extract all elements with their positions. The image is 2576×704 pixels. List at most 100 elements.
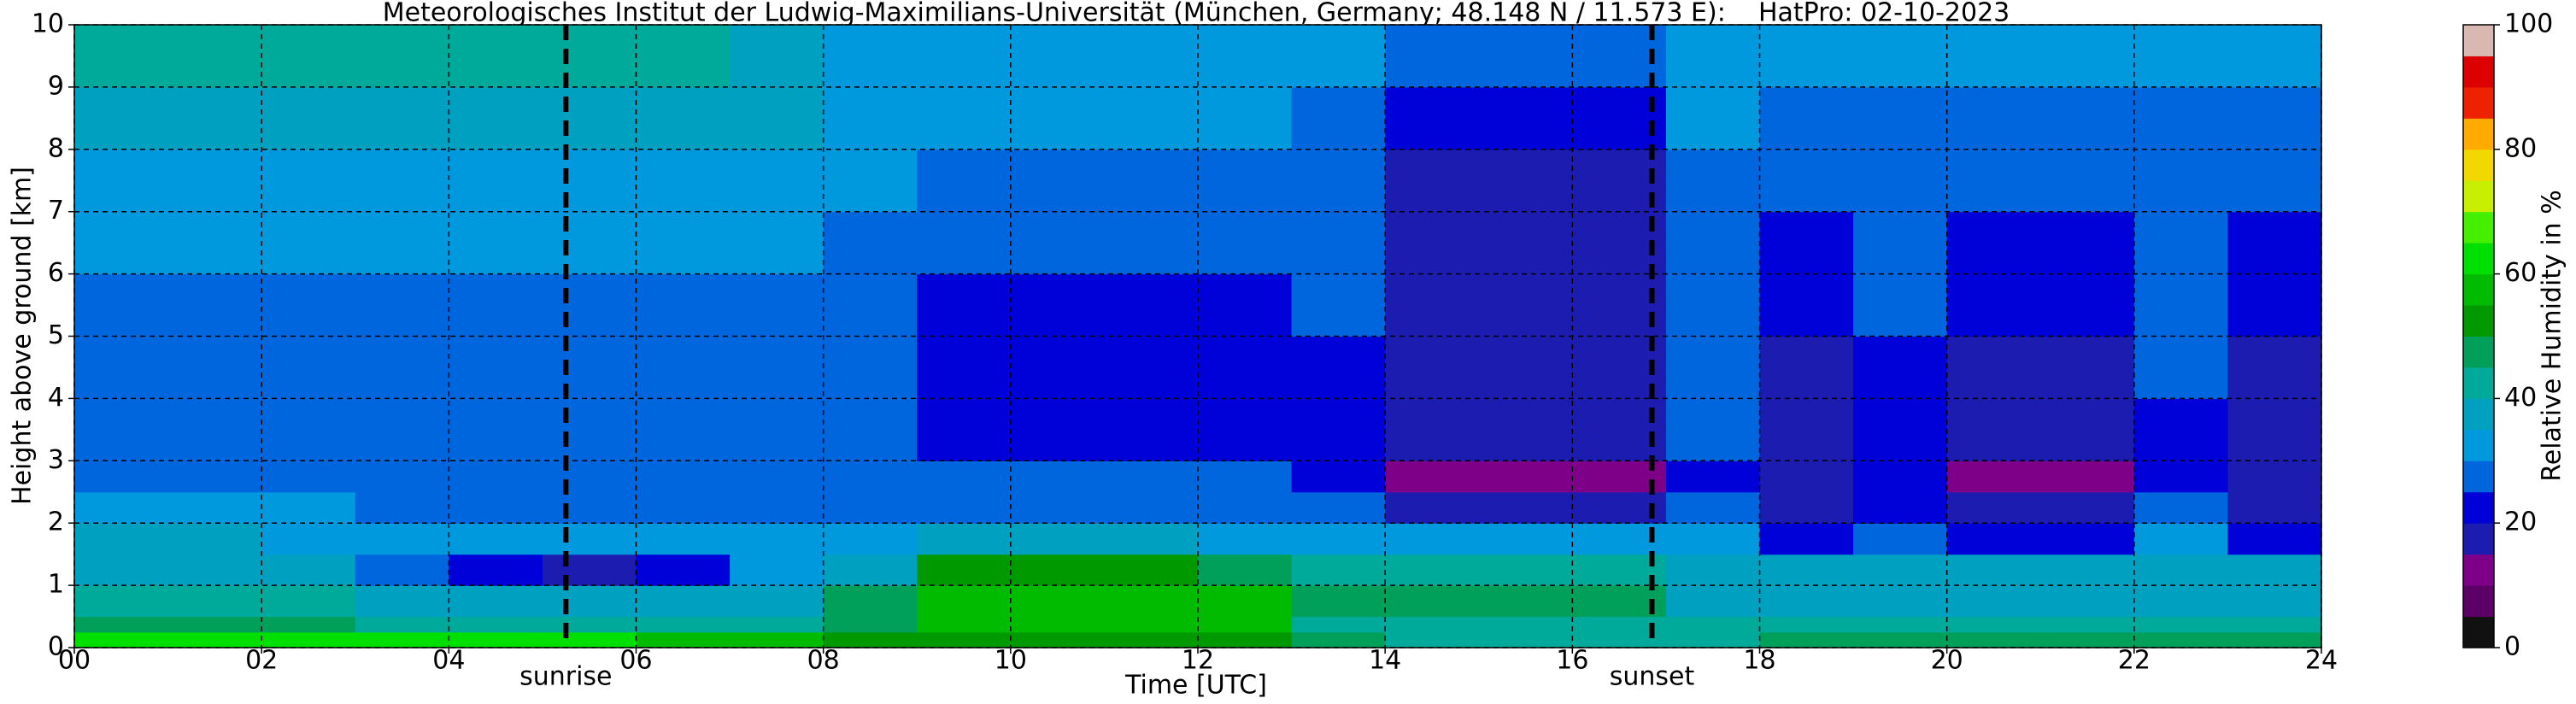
heatmap-cell bbox=[917, 398, 1012, 461]
heatmap-cell bbox=[823, 491, 918, 524]
colorbar-segment bbox=[2463, 86, 2494, 119]
heatmap-cell bbox=[355, 491, 449, 524]
heatmap-cell bbox=[1198, 631, 1293, 648]
heatmap-cell bbox=[1759, 336, 1854, 399]
heatmap-cell bbox=[917, 336, 1012, 399]
heatmap-cell bbox=[636, 523, 731, 555]
colorbar-segment bbox=[2463, 305, 2494, 337]
heatmap-cell bbox=[1478, 523, 1573, 555]
heatmap-cell bbox=[917, 491, 1012, 524]
x-tick-label: 22 bbox=[2118, 646, 2151, 676]
heatmap-cell bbox=[1478, 616, 1573, 633]
heatmap-cell bbox=[449, 631, 543, 648]
heatmap-cell bbox=[2040, 491, 2135, 524]
heatmap-cell bbox=[636, 491, 731, 524]
heatmap-cell bbox=[1385, 398, 1480, 461]
y-tick-label: 8 bbox=[48, 133, 64, 163]
heatmap-cell bbox=[2133, 585, 2229, 618]
x-tick-label: 10 bbox=[995, 646, 1027, 676]
heatmap-cell bbox=[1198, 149, 1293, 213]
heatmap-cell bbox=[823, 523, 918, 555]
heatmap-cell bbox=[542, 491, 637, 524]
heatmap-cell bbox=[167, 491, 262, 524]
heatmap-cell bbox=[1759, 491, 1854, 524]
heatmap-cell bbox=[2040, 211, 2135, 275]
heatmap-cell bbox=[2133, 25, 2229, 88]
heatmap-cell bbox=[1946, 398, 2041, 461]
heatmap-cell bbox=[823, 336, 918, 399]
heatmap-cell bbox=[1291, 211, 1386, 275]
heatmap-cell bbox=[2040, 336, 2135, 399]
x-axis-label: Time [UTC] bbox=[1124, 671, 1267, 701]
x-tick-label: 18 bbox=[1743, 646, 1775, 676]
heatmap-cell bbox=[449, 554, 543, 586]
heatmap-cell bbox=[1759, 25, 1854, 88]
heatmap-cell bbox=[823, 25, 918, 88]
heatmap-cell bbox=[1946, 336, 2041, 399]
heatmap-cell bbox=[2227, 616, 2322, 633]
heatmap-cell bbox=[730, 273, 824, 337]
heatmap-cell bbox=[1946, 585, 2041, 618]
heatmap-cell bbox=[823, 554, 918, 586]
heatmap-cell bbox=[2040, 523, 2135, 555]
heatmap-cell bbox=[1385, 149, 1480, 213]
heatmap-cell bbox=[1665, 554, 1761, 586]
heatmap-cell bbox=[2133, 523, 2229, 555]
heatmap-cell bbox=[2133, 554, 2229, 586]
x-tick-label: 08 bbox=[807, 646, 840, 676]
heatmap-cell bbox=[636, 25, 731, 88]
y-tick-label: 5 bbox=[48, 320, 64, 350]
heatmap-cell bbox=[1853, 491, 1948, 524]
heatmap-cell bbox=[2227, 25, 2322, 88]
heatmap-cell bbox=[261, 523, 356, 555]
heatmap-cell bbox=[167, 398, 262, 461]
heatmap-cell bbox=[917, 523, 1012, 555]
heatmap-cell bbox=[74, 491, 169, 524]
heatmap-cell bbox=[74, 149, 169, 213]
heatmap-cell bbox=[1478, 25, 1573, 88]
heatmap-cell bbox=[1759, 398, 1854, 461]
heatmap-cell bbox=[2040, 461, 2135, 493]
heatmap-cell bbox=[1478, 491, 1573, 524]
heatmap-cell bbox=[1104, 585, 1199, 618]
heatmap-cell bbox=[2227, 86, 2322, 150]
heatmap-cell bbox=[636, 398, 731, 461]
heatmap-cell bbox=[542, 523, 637, 555]
heatmap-cell bbox=[74, 616, 169, 633]
colorbar-segment bbox=[2463, 491, 2494, 524]
heatmap-cell bbox=[1198, 25, 1293, 88]
heatmap-cell bbox=[1853, 336, 1948, 399]
heatmap-cell bbox=[636, 336, 731, 399]
heatmap-cell bbox=[261, 86, 356, 150]
heatmap-cell bbox=[1198, 585, 1293, 618]
heatmap-cell bbox=[1104, 631, 1199, 648]
heatmap-cell bbox=[1198, 616, 1293, 633]
heatmap-cell bbox=[1198, 554, 1293, 586]
heatmap-cell bbox=[1946, 554, 2041, 586]
heatmap-cell bbox=[823, 461, 918, 493]
heatmap-cell bbox=[1759, 461, 1854, 493]
heatmap-cell bbox=[1853, 523, 1948, 555]
colorbar-segment bbox=[2463, 118, 2494, 150]
heatmap-cell bbox=[2227, 149, 2322, 213]
heatmap-cell bbox=[1010, 398, 1106, 461]
heatmap-cell bbox=[917, 149, 1012, 213]
heatmap-cell bbox=[1010, 211, 1106, 275]
heatmap-cell bbox=[1759, 211, 1854, 275]
heatmap-cell bbox=[1665, 585, 1761, 618]
heatmap-cell bbox=[74, 211, 169, 275]
colorbar-segment bbox=[2463, 585, 2494, 618]
heatmap-cell bbox=[1385, 616, 1480, 633]
heatmap-cell bbox=[636, 461, 731, 493]
colorbar-segment bbox=[2463, 367, 2494, 399]
colorbar-tick-label: 60 bbox=[2504, 258, 2537, 288]
heatmap-cell bbox=[261, 616, 356, 633]
heatmap-cell bbox=[1665, 461, 1761, 493]
heatmap-cell bbox=[1853, 554, 1948, 586]
heatmap-cell bbox=[1385, 631, 1480, 648]
y-tick-label: 0 bbox=[48, 632, 64, 662]
heatmap-cell bbox=[1478, 398, 1573, 461]
colorbar-segment bbox=[2463, 336, 2494, 368]
heatmap-cell bbox=[2040, 149, 2135, 213]
heatmap-cell bbox=[1385, 554, 1480, 586]
